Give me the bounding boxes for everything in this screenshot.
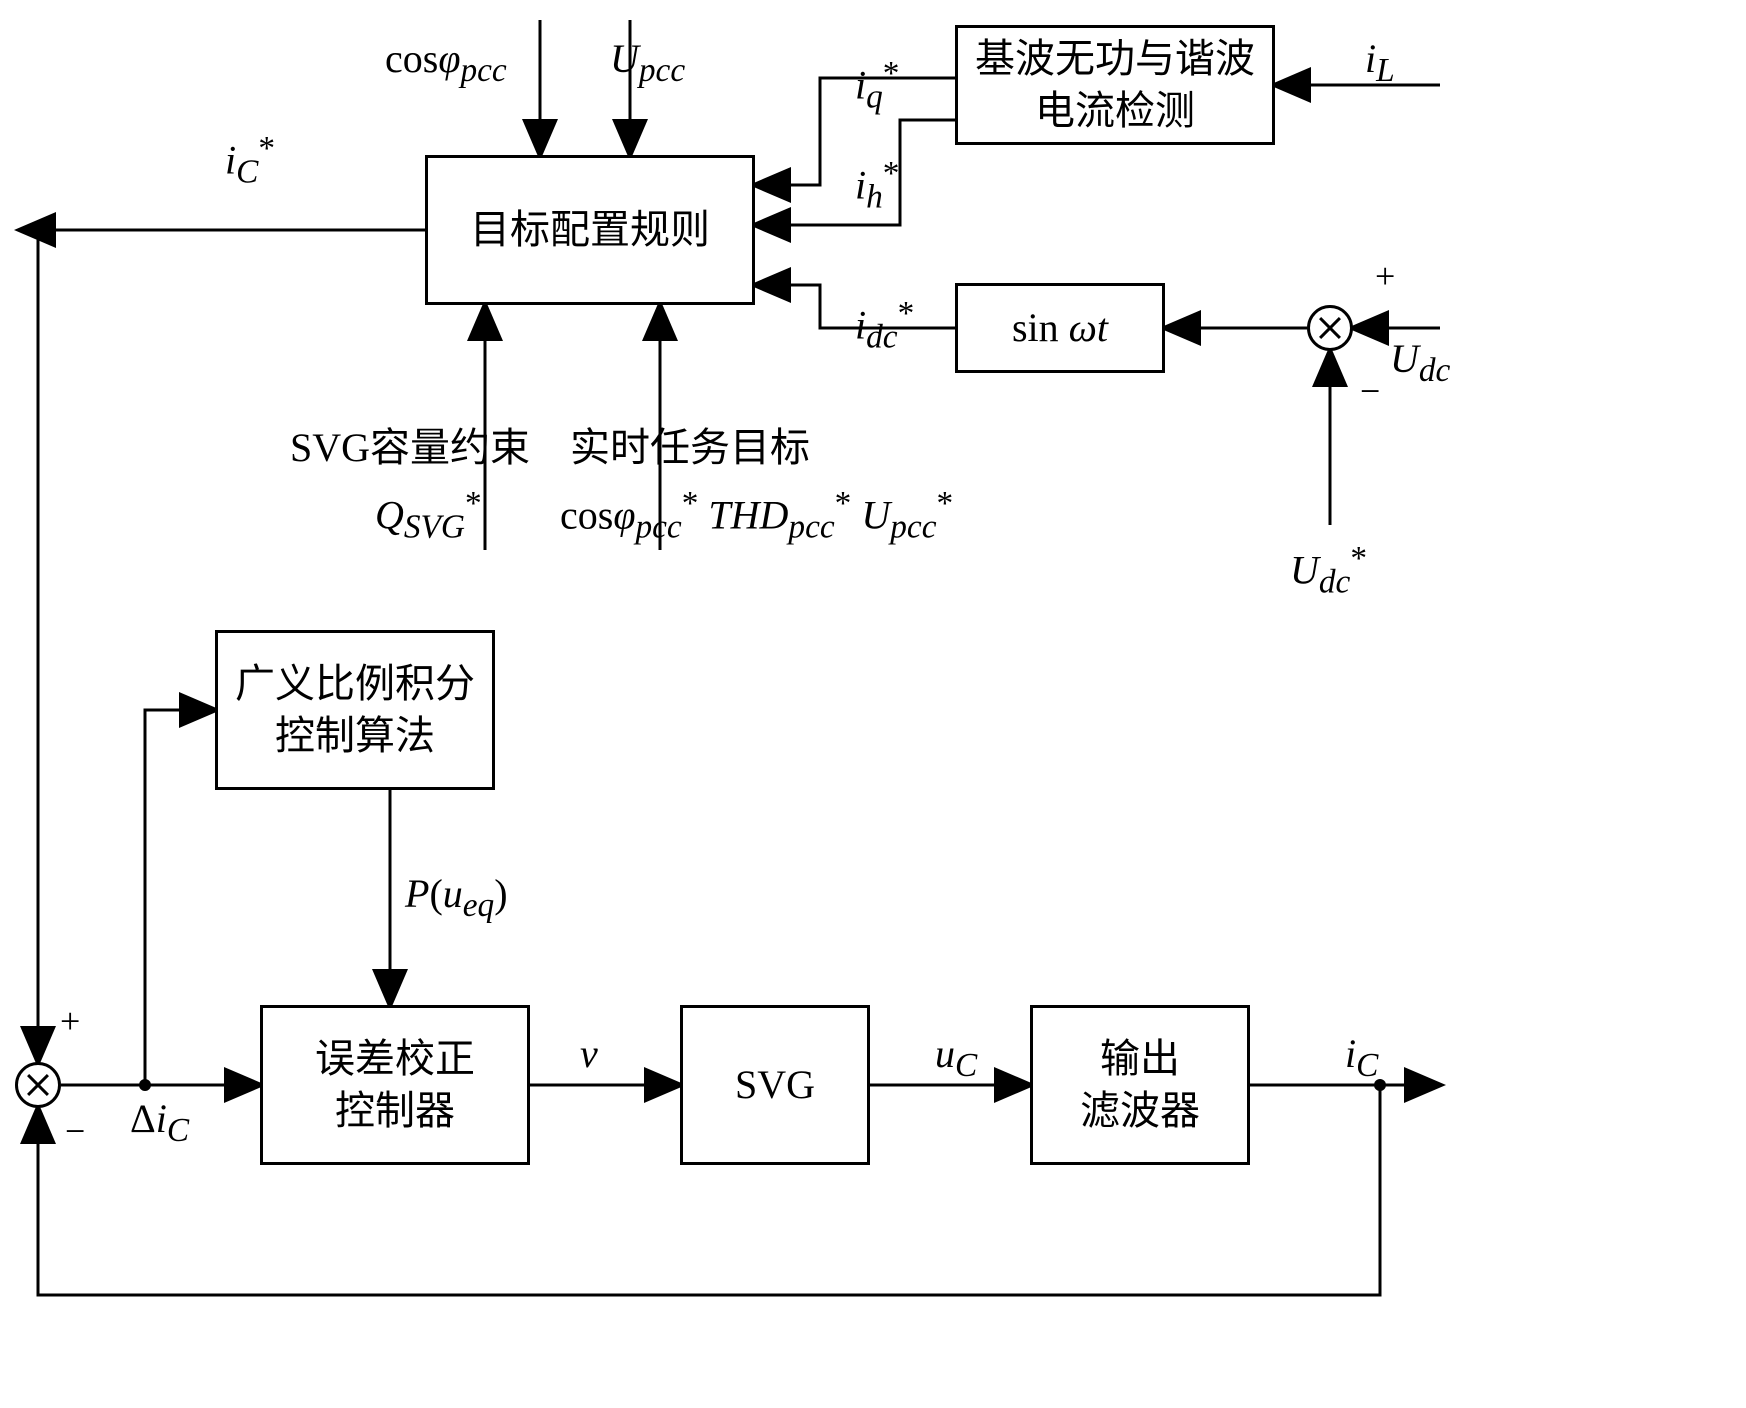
label-U_pcc: Upcc <box>610 35 685 90</box>
block-diagram: 目标配置规则 基波无功与谐波电流检测 sin ωt 广义比例积分控制算法 误差校… <box>0 0 1746 1408</box>
block-label: 基波无功与谐波电流检测 <box>975 33 1255 137</box>
label-U_dc: Udc <box>1390 335 1450 390</box>
label-i_q: iq* <box>855 55 899 116</box>
label-plus_s1: + <box>1375 255 1395 297</box>
label-i_C_star: iC* <box>225 130 275 191</box>
label-i_h: ih* <box>855 155 899 216</box>
arrow-a_gpi_split <box>145 710 215 1085</box>
label-i_L: iL <box>1365 35 1395 90</box>
block-label: 广义比例积分控制算法 <box>235 658 475 762</box>
junction-dot <box>139 1079 151 1091</box>
label-U_dc_star: Udc* <box>1290 540 1367 601</box>
label-rt_task_syms: cosφpcc* THDpcc* Upcc* <box>560 485 953 546</box>
label-minus_s1: − <box>1360 370 1380 412</box>
block-label: 输出滤波器 <box>1080 1033 1200 1137</box>
label-svg_capacity_title: SVG容量约束 <box>290 415 530 473</box>
block-error-correction-controller: 误差校正控制器 <box>260 1005 530 1165</box>
label-minus_s2: − <box>65 1110 85 1152</box>
block-label: SVG <box>735 1059 815 1111</box>
block-sin-wt: sin ωt <box>955 283 1165 373</box>
label-plus_s2: + <box>60 1000 80 1042</box>
block-reactive-harmonic-detector: 基波无功与谐波电流检测 <box>955 25 1275 145</box>
label-rt_task_title: 实时任务目标 <box>570 415 810 473</box>
block-svg: SVG <box>680 1005 870 1165</box>
label-u_C: uC <box>935 1030 977 1085</box>
label-Q_svg: QSVG* <box>375 485 482 546</box>
block-label: sin ωt <box>1012 302 1108 354</box>
block-output-filter: 输出滤波器 <box>1030 1005 1250 1165</box>
block-label: 误差校正控制器 <box>315 1033 475 1137</box>
summing-junction-ic <box>15 1062 61 1108</box>
block-label: 目标配置规则 <box>470 204 710 256</box>
block-target-config-rules: 目标配置规则 <box>425 155 755 305</box>
label-delta_iC: ΔiC <box>130 1095 189 1150</box>
label-v: v <box>580 1030 598 1077</box>
label-cos_phi_pcc: cosφpcc <box>385 35 507 90</box>
label-i_dc: idc* <box>855 295 914 356</box>
summing-junction-udc <box>1307 305 1353 351</box>
block-generalized-pi-control: 广义比例积分控制算法 <box>215 630 495 790</box>
label-P_ueq: P(ueq) <box>405 870 508 925</box>
label-i_C: iC <box>1345 1030 1378 1085</box>
